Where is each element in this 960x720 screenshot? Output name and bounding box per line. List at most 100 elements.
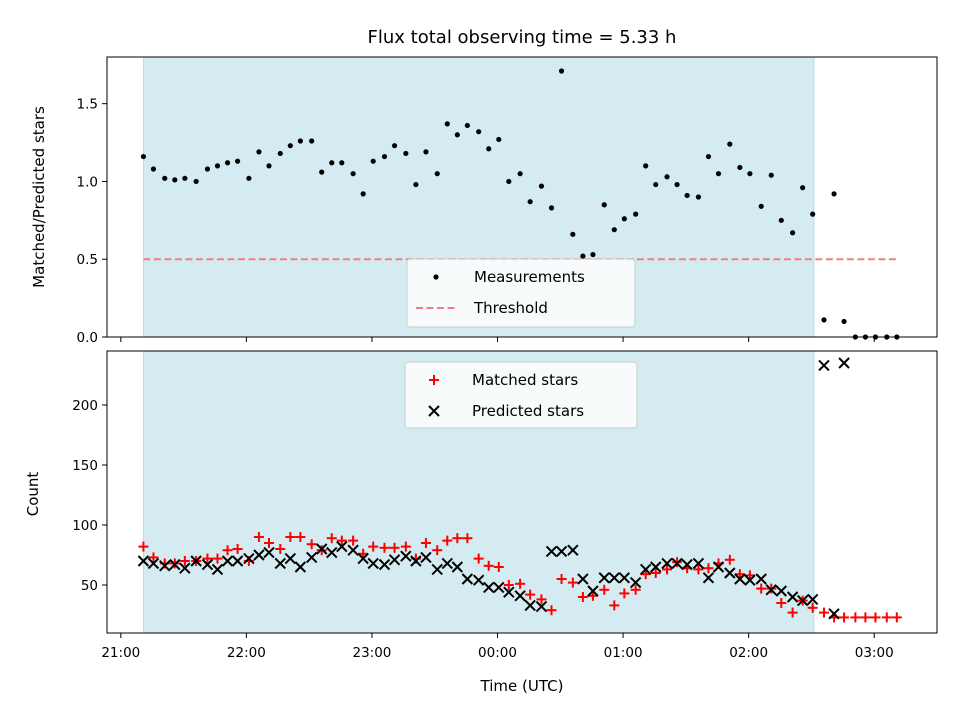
- data-point: [724, 554, 735, 565]
- data-point: [367, 557, 379, 570]
- data-point: [650, 568, 661, 578]
- data-point: [818, 359, 830, 372]
- counts-panel: 50 100 150 200 21:00 22:00 23:00 00:00 01:00 02:0…: [72, 350, 938, 661]
- data-point: [172, 177, 178, 183]
- data-point: [326, 533, 337, 544]
- data-point-b: [190, 555, 202, 567]
- data-point-b: [253, 549, 265, 561]
- ratio-panel: 0.0 0.5 1.0 1.5 Measurements Threshold: [77, 56, 938, 346]
- data-point-b: [263, 546, 275, 559]
- data-point-b: [724, 567, 736, 579]
- data-point: [611, 227, 617, 233]
- data-point: [253, 532, 264, 542]
- data-point: [295, 532, 306, 542]
- data-point-b: [629, 576, 642, 589]
- y-tick-label: 1.5: [77, 97, 98, 113]
- data-point: [515, 578, 526, 589]
- data-point: [800, 185, 806, 191]
- data-point: [590, 251, 596, 258]
- data-point-b: [692, 557, 705, 570]
- data-point: [350, 171, 356, 177]
- data-point: [319, 169, 325, 175]
- data-point: [202, 553, 213, 564]
- data-point-b: [388, 554, 401, 566]
- data-point: [831, 191, 837, 197]
- data-point: [159, 560, 171, 572]
- data-point: [378, 558, 391, 571]
- data-point: [841, 318, 847, 325]
- data-point-b: [201, 558, 214, 571]
- data-point: [702, 572, 715, 584]
- data-point: [558, 68, 565, 74]
- data-point: [179, 562, 191, 574]
- data-point: [423, 149, 429, 155]
- data-point: [389, 542, 400, 553]
- data-point: [434, 171, 440, 177]
- data-point-b: [608, 572, 620, 584]
- data-point: [527, 199, 533, 205]
- data-point: [358, 548, 369, 559]
- data-point: [339, 160, 345, 166]
- data-point-b: [461, 573, 474, 585]
- data-point: [263, 546, 275, 559]
- data-point-b: [483, 581, 495, 594]
- y-tick-label: 200: [72, 398, 98, 414]
- data-point: [275, 544, 286, 554]
- data-point: [786, 591, 799, 603]
- data-point: [555, 545, 568, 558]
- data-point: [370, 158, 376, 164]
- data-point: [137, 555, 150, 567]
- data-point: [536, 594, 547, 605]
- data-point: [432, 545, 443, 556]
- data-point: [601, 202, 607, 208]
- data-point: [891, 612, 902, 623]
- data-point-b: [545, 545, 558, 558]
- data-point: [212, 553, 223, 564]
- data-point: [214, 163, 221, 169]
- legend-marker: [428, 405, 440, 417]
- data-point: [744, 570, 755, 581]
- data-point: [546, 605, 557, 616]
- data-point: [525, 589, 536, 600]
- data-point: [256, 149, 262, 155]
- count-y-axis-label: Count: [24, 472, 42, 517]
- y-tick-label: 150: [72, 458, 98, 474]
- data-point: [755, 573, 767, 585]
- data-point: [444, 121, 450, 127]
- data-point-b: [420, 551, 432, 564]
- data-point: [360, 191, 366, 197]
- data-point-b: [431, 563, 443, 576]
- data-point: [517, 171, 523, 177]
- x-tick-label: 00:00: [478, 645, 517, 661]
- data-point-b: [147, 557, 160, 570]
- y-tick-label: 100: [72, 518, 98, 534]
- data-point-b: [598, 572, 610, 584]
- x-tick-label: 03:00: [855, 645, 894, 661]
- data-point: [441, 557, 453, 570]
- data-point-b: [514, 590, 526, 602]
- data-point: [232, 544, 243, 554]
- data-point: [789, 230, 796, 236]
- data-point: [828, 608, 840, 620]
- legend-marker: [433, 274, 439, 280]
- data-point: [703, 563, 714, 574]
- data-point-b: [838, 357, 850, 369]
- data-point: [472, 574, 485, 586]
- data-point-b: [294, 561, 307, 573]
- data-point: [684, 192, 690, 199]
- x-tick-label: 01:00: [604, 645, 643, 661]
- data-point: [263, 538, 274, 548]
- data-point: [347, 544, 359, 556]
- data-point: [454, 132, 460, 138]
- data-point-b: [681, 558, 693, 571]
- data-point: [535, 600, 548, 613]
- data-point: [524, 599, 536, 612]
- data-point-b: [618, 572, 631, 584]
- data-point: [556, 574, 567, 584]
- data-point: [420, 551, 432, 564]
- data-point: [138, 541, 149, 552]
- data-point: [747, 171, 753, 177]
- data-point-b: [765, 584, 777, 596]
- x-axis-label: Time (UTC): [480, 677, 564, 695]
- data-point-b: [400, 550, 412, 562]
